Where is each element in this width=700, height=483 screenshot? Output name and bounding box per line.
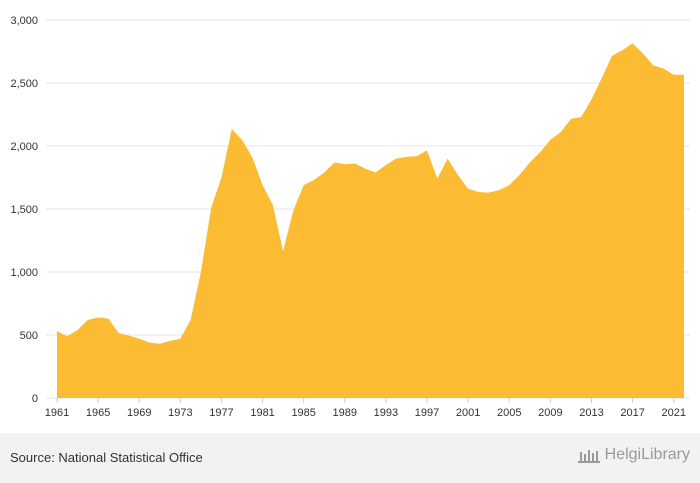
y-tick-label: 2,500 bbox=[10, 78, 38, 90]
y-tick-label: 3,000 bbox=[10, 15, 38, 27]
x-tick-label: 2017 bbox=[620, 407, 644, 419]
y-tick-label: 1,500 bbox=[10, 204, 38, 216]
x-tick-label: 1997 bbox=[415, 407, 439, 419]
brand-logo[interactable]: HelgiLibrary bbox=[577, 446, 690, 464]
y-axis-ticks: 0 500 1,000 1,500 2,000 2,500 3,000 bbox=[10, 15, 38, 405]
x-tick-label: 1965 bbox=[86, 407, 110, 419]
y-tick-label: 1,000 bbox=[10, 267, 38, 279]
x-axis-ticks: 1961 1965 1969 1973 1977 1981 1985 1989 1993 1997… bbox=[45, 398, 686, 419]
x-tick-label: 1961 bbox=[45, 407, 69, 419]
brand-name: HelgiLibrary bbox=[604, 446, 690, 463]
area-series bbox=[57, 43, 684, 399]
x-tick-label: 2021 bbox=[661, 407, 685, 419]
library-icon bbox=[577, 450, 600, 463]
x-tick-label: 1969 bbox=[127, 407, 151, 419]
x-tick-label: 2013 bbox=[579, 407, 603, 419]
x-tick-label: 1981 bbox=[250, 407, 274, 419]
x-tick-label: 1985 bbox=[291, 407, 315, 419]
x-tick-label: 2005 bbox=[497, 407, 521, 419]
x-tick-label: 1977 bbox=[209, 407, 233, 419]
x-tick-label: 1973 bbox=[168, 407, 192, 419]
x-tick-label: 2009 bbox=[538, 407, 562, 419]
x-tick-label: 1989 bbox=[333, 407, 357, 419]
source-text: Source: National Statistical Office bbox=[10, 450, 203, 465]
y-tick-label: 0 bbox=[32, 393, 38, 405]
footer: Source: National Statistical Office Helg… bbox=[0, 433, 700, 483]
x-tick-label: 2001 bbox=[456, 407, 480, 419]
y-tick-label: 500 bbox=[20, 330, 38, 342]
x-tick-label: 1993 bbox=[374, 407, 398, 419]
y-tick-label: 2,000 bbox=[10, 141, 38, 153]
